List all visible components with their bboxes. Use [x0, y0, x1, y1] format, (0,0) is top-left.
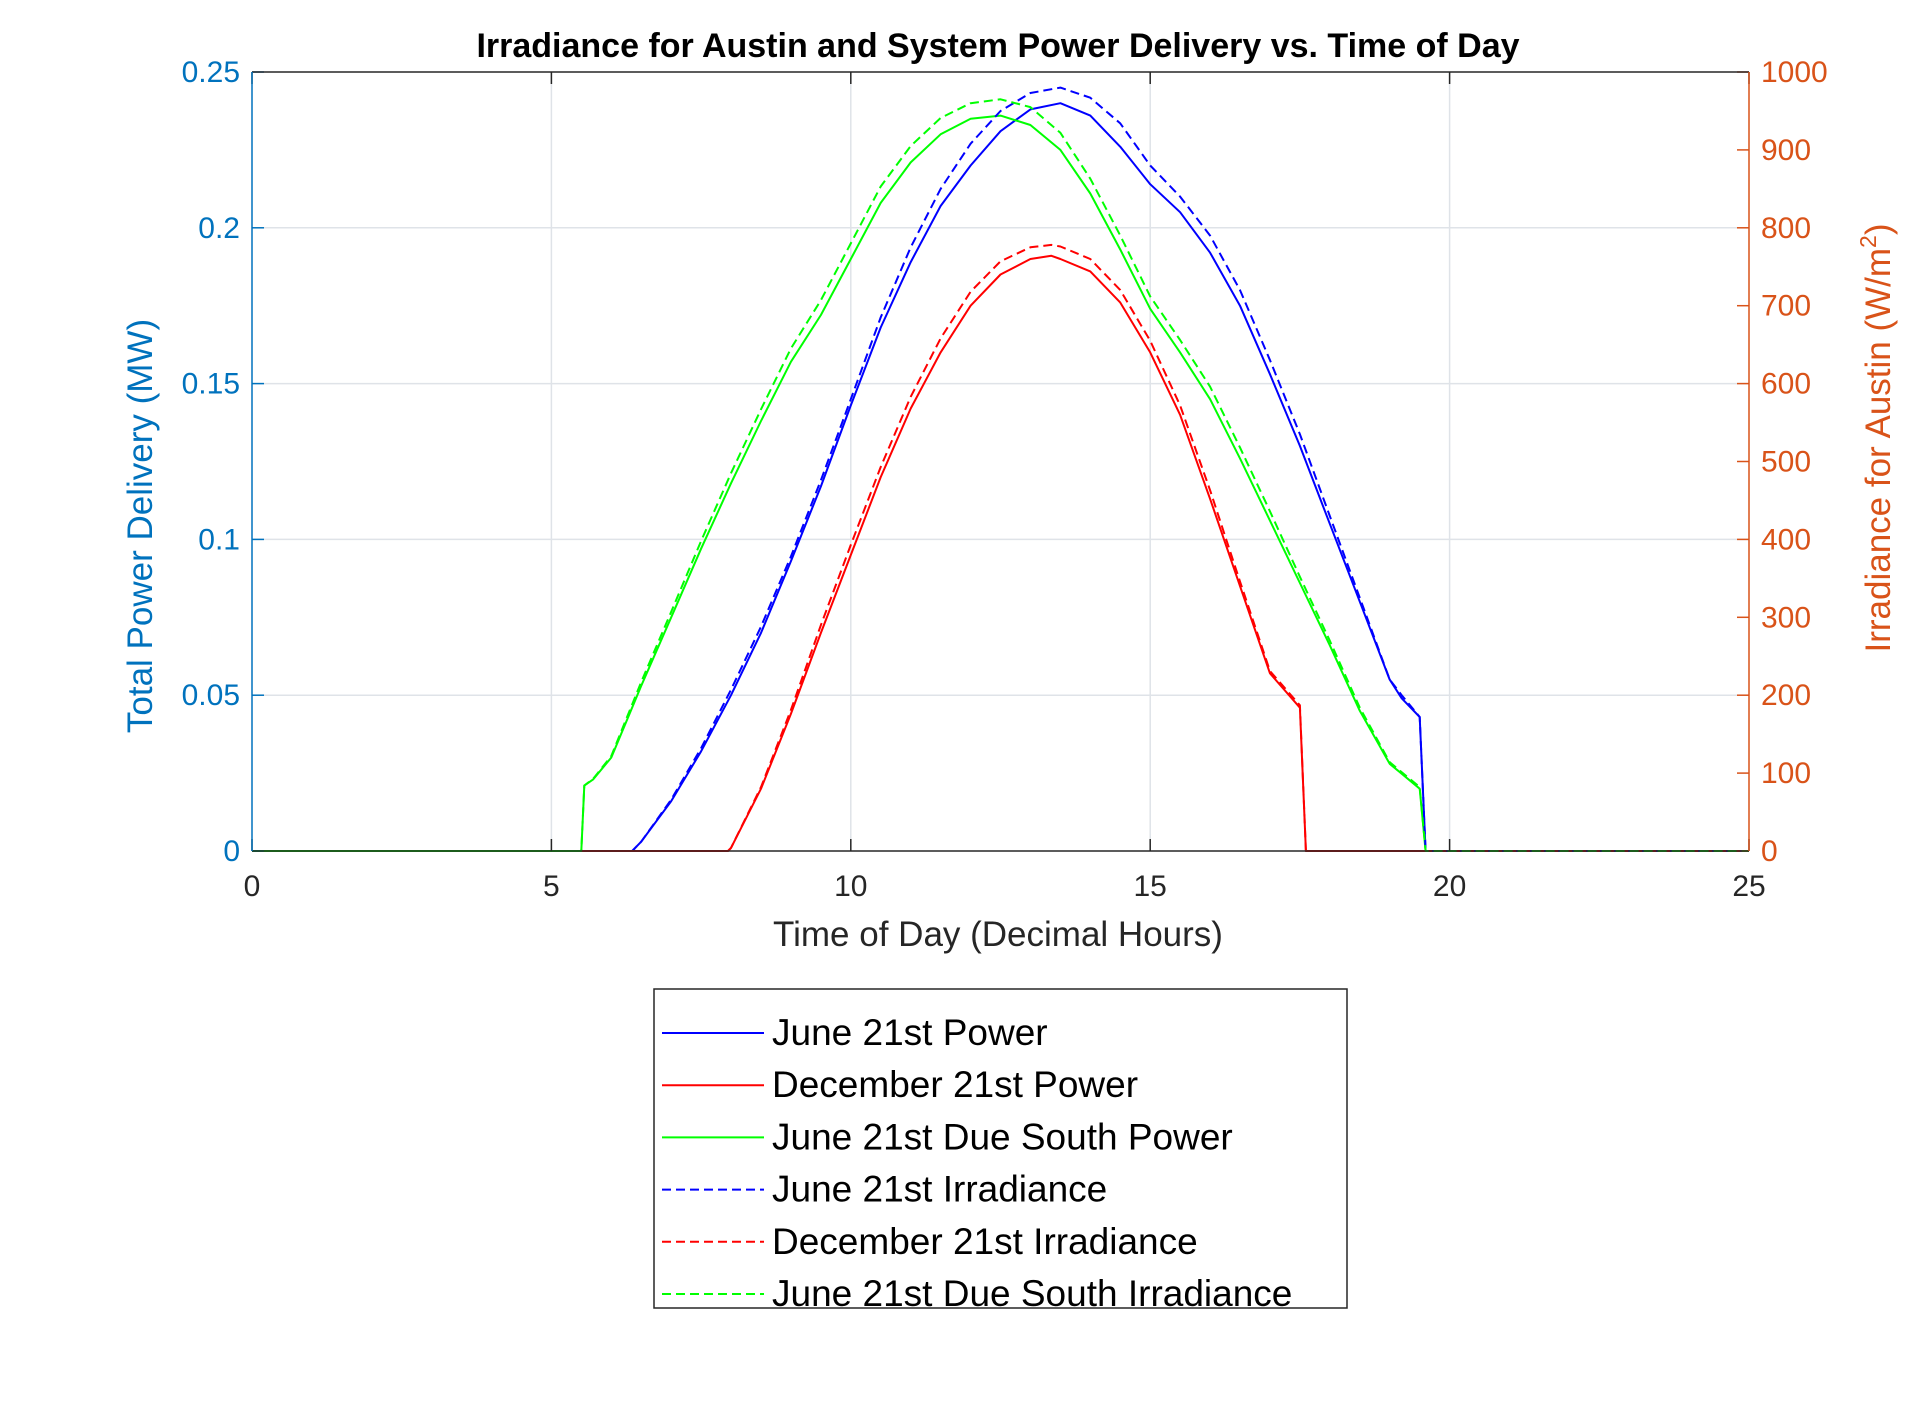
- legend: June 21st Power December 21st Power June 2…: [653, 988, 1348, 1314]
- series-line: [252, 254, 1749, 852]
- legend-label: June 21st Irradiance: [772, 1169, 1107, 1210]
- left-tick-label: 0.05: [182, 679, 240, 712]
- x-tick-label: 25: [1732, 870, 1765, 903]
- legend-box: [653, 988, 1348, 1309]
- axes: 0 5 10 15 20 2500.050.10.150.20.2501002003004…: [182, 56, 1828, 903]
- left-tick-label: 0.2: [198, 212, 240, 245]
- left-axis-label: Total Power Delivery (MW): [121, 319, 160, 733]
- left-tick-label: 0.15: [182, 368, 240, 401]
- series-line: [252, 243, 1749, 852]
- x-axis-label: Time of Day (Decimal Hours): [773, 915, 1223, 954]
- legend-label: June 21st Due South Power: [772, 1116, 1233, 1157]
- right-tick-label: 0: [1761, 835, 1778, 868]
- series-line: [252, 98, 1749, 852]
- right-axis-label-main: Irradiance for Austin (W/m: [1859, 248, 1898, 653]
- right-tick-label: 1000: [1761, 56, 1828, 89]
- chart-title: Irradiance for Austin and System Power D…: [476, 27, 1519, 65]
- right-axis-label-superscript: 2: [1855, 235, 1881, 248]
- x-tick-label: 10: [834, 870, 867, 903]
- legend-label: June 21st Due South Irradiance: [772, 1273, 1292, 1314]
- series-line: [252, 102, 1749, 852]
- right-tick-label: 400: [1761, 523, 1811, 556]
- x-tick-label: 5: [543, 870, 560, 903]
- x-tick-label: 15: [1134, 870, 1167, 903]
- plot-lines: [252, 86, 1749, 852]
- right-tick-label: 800: [1761, 212, 1811, 245]
- left-tick-label: 0.25: [182, 56, 240, 89]
- series-line: [252, 114, 1749, 852]
- x-tick-label: 20: [1433, 870, 1466, 903]
- left-tick-label: 0: [223, 835, 240, 868]
- right-axis-label: Irradiance for Austin (W/m2): [1855, 223, 1898, 652]
- right-tick-label: 700: [1761, 290, 1811, 323]
- right-tick-label: 900: [1761, 134, 1811, 167]
- series-line: [252, 86, 1749, 852]
- right-tick-label: 200: [1761, 679, 1811, 712]
- right-tick-label: 600: [1761, 368, 1811, 401]
- x-tick-label: 0: [244, 870, 261, 903]
- right-tick-label: 100: [1761, 757, 1811, 790]
- legend-label: December 21st Irradiance: [772, 1221, 1198, 1262]
- legend-label: December 21st Power: [772, 1064, 1138, 1105]
- legend-label: June 21st Power: [772, 1012, 1048, 1053]
- left-tick-label: 0.1: [198, 523, 240, 556]
- right-tick-label: 300: [1761, 601, 1811, 634]
- right-tick-label: 500: [1761, 446, 1811, 479]
- grid: [252, 72, 1749, 851]
- right-axis-label-close: ): [1859, 223, 1898, 235]
